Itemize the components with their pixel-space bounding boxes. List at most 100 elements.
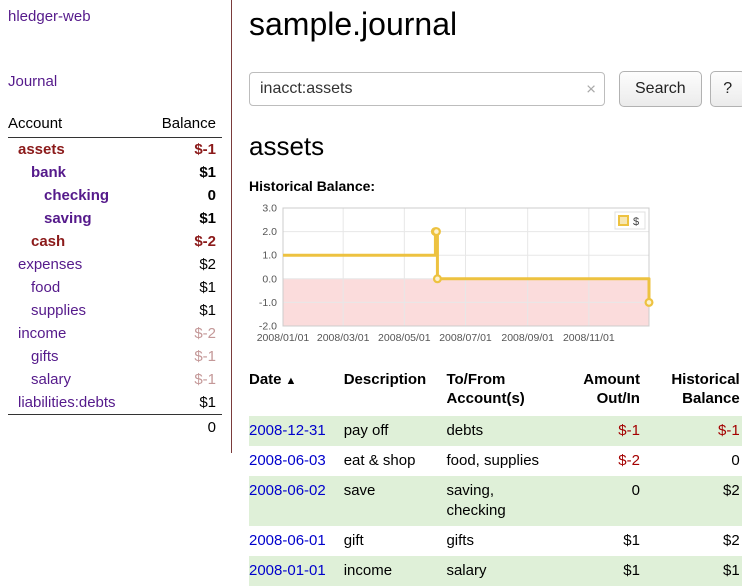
account-link-expenses[interactable]: expenses — [18, 256, 83, 273]
x-tick-label: 2008/03/01 — [317, 332, 370, 344]
transaction-accounts: salary — [446, 556, 560, 586]
legend-swatch — [618, 215, 629, 226]
transaction-balance: $-1 — [645, 416, 742, 446]
register-header-description: Description — [343, 371, 427, 388]
brand-link[interactable]: hledger-web — [8, 8, 91, 25]
y-tick-label: 3.0 — [262, 203, 277, 215]
balance-chart: 3.0 2.0 1.0 0.0 -1.0 -2.0 2008/01/01 2008/03/01… — [249, 200, 659, 356]
section-title: assets — [249, 131, 325, 161]
search-box: × — [249, 72, 605, 106]
account-link-checking[interactable]: checking — [44, 187, 110, 204]
transaction-accounts: saving, checking — [446, 476, 560, 526]
account-link-cash[interactable]: cash — [31, 233, 66, 250]
account-row: saving $1 — [8, 207, 222, 230]
transaction-amount: $-1 — [559, 416, 646, 446]
register-header-date[interactable]: Date ▲ — [249, 368, 344, 416]
account-balance: $-1 — [194, 141, 216, 158]
register-header-amount-line2: Out/In — [596, 390, 640, 407]
x-tick-label: 2008/01/01 — [257, 332, 310, 344]
transaction-balance: $2 — [723, 532, 740, 549]
account-link-food[interactable]: food — [31, 279, 61, 296]
register-header-balance-line2: Balance — [682, 390, 740, 407]
transaction-date-cell: 2008-12-31 — [249, 416, 344, 446]
account-link-salary[interactable]: salary — [31, 371, 72, 388]
account-row: food $1 — [8, 276, 222, 299]
account-link-gifts[interactable]: gifts — [31, 348, 59, 365]
main-content: sample.journal × Search ? assets Histori… — [232, 0, 742, 586]
transaction-date-cell: 2008-01-01 — [249, 556, 344, 586]
account-link-bank[interactable]: bank — [31, 164, 67, 181]
transaction-date-link[interactable]: 2008-01-01 — [249, 562, 326, 579]
transaction-accounts: gifts — [446, 532, 474, 549]
account-link-assets[interactable]: assets — [18, 141, 65, 158]
account-link-saving[interactable]: saving — [44, 210, 92, 227]
account-link-supplies[interactable]: supplies — [31, 302, 87, 319]
clear-search-icon[interactable]: × — [586, 79, 596, 99]
register-header-accounts: To/From Account(s) — [446, 368, 559, 416]
transaction-date-cell: 2008-06-03 — [249, 446, 344, 476]
transaction-amount: 0 — [559, 476, 646, 526]
sidebar-nav: Journal — [8, 73, 231, 90]
account-balance: $-2 — [194, 325, 216, 342]
y-tick-label: 0.0 — [262, 273, 277, 285]
transaction-amount: $1 — [623, 532, 640, 549]
y-tick-label: 2.0 — [262, 226, 277, 238]
transaction-description: income — [343, 556, 447, 586]
accounts-header-account: Account — [8, 112, 146, 138]
nav-journal-link[interactable]: Journal — [8, 73, 58, 90]
account-name-cell: gifts — [8, 345, 145, 368]
account-name-cell: expenses — [8, 253, 145, 276]
x-tick-label: 2008/09/01 — [501, 332, 554, 344]
account-link-income[interactable]: income — [18, 325, 67, 342]
register-row: 2008-12-31 pay off debts $-1 $-1 — [249, 416, 742, 446]
register-header-balance: Historical Balance — [646, 368, 742, 416]
page-title: sample.journal — [249, 6, 458, 42]
account-row: income $-2 — [8, 322, 222, 345]
transaction-date-link[interactable]: 2008-06-03 — [249, 452, 326, 469]
accounts-table: Account Balance assets $-1 bank $1 checking 0… — [8, 112, 222, 439]
transaction-date-cell: 2008-06-02 — [249, 476, 344, 526]
register-header-accounts-line1: To/From — [446, 371, 506, 388]
transaction-date-link[interactable]: 2008-12-31 — [249, 422, 326, 439]
transaction-balance: $2 — [645, 476, 742, 526]
account-name-cell: liabilities:debts — [8, 391, 146, 415]
search-button[interactable]: Search — [619, 71, 702, 107]
transaction-accounts: debts — [446, 416, 560, 446]
y-tick-label: -2.0 — [259, 321, 277, 333]
help-button[interactable]: ? — [709, 71, 742, 107]
account-row: supplies $1 — [8, 299, 222, 322]
account-row: checking 0 — [8, 184, 222, 207]
transaction-amount: $-2 — [618, 452, 640, 469]
search-input[interactable] — [249, 72, 605, 106]
account-balance: 0 — [207, 187, 216, 204]
account-row: expenses $2 — [8, 253, 222, 276]
accounts-total-spacer — [8, 414, 146, 439]
transaction-amount: $1 — [559, 556, 646, 586]
accounts-total-row: 0 — [8, 414, 222, 439]
register-header-date-label: Date — [249, 371, 282, 388]
register-header-row: Date ▲ Description To/From Account(s) Amo… — [249, 368, 742, 416]
y-tick-label: 1.0 — [262, 250, 277, 262]
sort-asc-icon: ▲ — [285, 375, 297, 387]
register-row: 2008-06-03 eat & shop food, supplies $-2 0 — [249, 446, 742, 476]
account-name-cell: checking — [8, 184, 145, 207]
data-point-marker — [432, 274, 442, 284]
data-point-marker — [644, 297, 654, 307]
account-balance: $-1 — [194, 348, 216, 365]
y-tick-label: -1.0 — [259, 297, 277, 309]
account-name-cell: income — [8, 322, 145, 345]
sidebar: hledger-web Journal Account Balance asse… — [0, 0, 232, 453]
account-link-liabilities-debts[interactable]: liabilities:debts — [18, 394, 116, 411]
account-balance: $-2 — [194, 233, 216, 250]
transaction-date-link[interactable]: 2008-06-01 — [249, 532, 326, 549]
transaction-date-link[interactable]: 2008-06-02 — [249, 482, 326, 499]
accounts-header-balance: Balance — [145, 112, 222, 138]
account-row: salary $-1 — [8, 368, 222, 391]
account-balance: $2 — [199, 256, 216, 273]
account-balance: $1 — [199, 279, 216, 296]
account-row: assets $-1 — [8, 138, 222, 162]
register-header-balance-line1: Historical — [671, 371, 740, 388]
account-row: gifts $-1 — [8, 345, 222, 368]
